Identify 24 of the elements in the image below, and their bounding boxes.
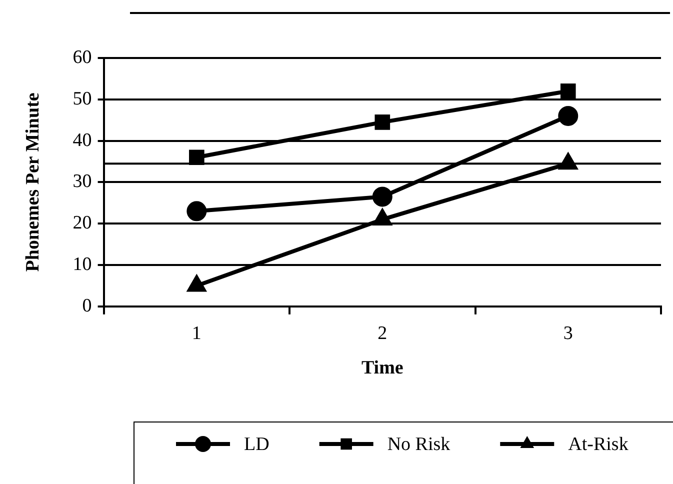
- y-axis-title: Phonemes Per Minute: [22, 92, 44, 272]
- x-tick-label: 3: [563, 322, 573, 344]
- point: [188, 276, 206, 292]
- point: [186, 201, 207, 222]
- legend-label: No Risk: [387, 434, 451, 455]
- y-tick-label: 50: [72, 88, 92, 110]
- y-tick-label: 0: [82, 295, 92, 316]
- point: [373, 209, 392, 226]
- point: [189, 150, 204, 166]
- point: [559, 154, 578, 170]
- y-tick-label: 10: [72, 254, 92, 275]
- point: [374, 114, 390, 130]
- y-tick-label: 30: [72, 171, 92, 192]
- x-tick-label: 2: [378, 322, 388, 344]
- y-tick-label: 60: [72, 46, 92, 68]
- x-axis-title: Time: [361, 358, 404, 379]
- y-tick-label: 20: [72, 212, 92, 234]
- point: [372, 186, 392, 207]
- y-tick-label: 40: [72, 130, 92, 151]
- legend-label: LD: [244, 434, 270, 455]
- legend-label: At-Risk: [568, 434, 629, 455]
- point: [558, 106, 578, 126]
- x-tick-label: 1: [192, 322, 202, 344]
- point: [560, 83, 576, 99]
